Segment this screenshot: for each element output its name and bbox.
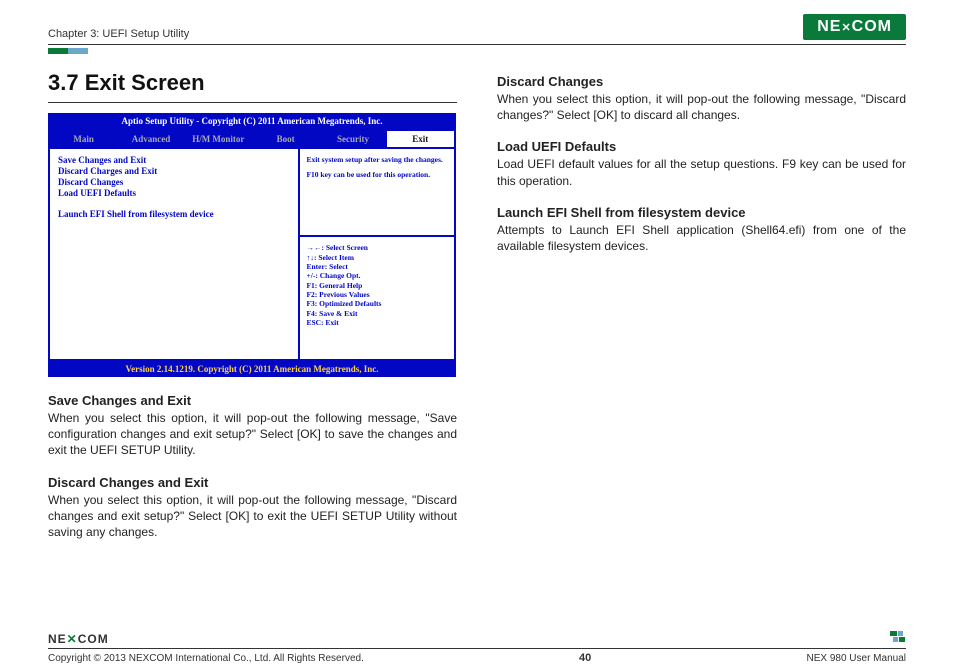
text-efi-shell: Attempts to Launch EFI Shell application…	[497, 222, 906, 254]
bios-tab-advanced[interactable]: Advanced	[117, 131, 184, 147]
bios-frame: Main Advanced H/M Monitor Boot Security …	[48, 129, 456, 361]
bios-tab-hm-monitor[interactable]: H/M Monitor	[185, 131, 252, 147]
bios-key-legend: →←: Select Screen ↑↓: Select Item Enter:…	[300, 237, 454, 359]
bios-menu-item-discard[interactable]: Discard Changes	[58, 177, 290, 187]
bios-tab-security[interactable]: Security	[319, 131, 386, 147]
bios-tabs: Main Advanced H/M Monitor Boot Security …	[50, 131, 454, 149]
subhead-discard: Discard Changes	[497, 74, 906, 89]
footer-rule	[48, 648, 906, 649]
footer-copyright: Copyright © 2013 NEXCOM International Co…	[48, 653, 364, 664]
text-discard: When you select this option, it will pop…	[497, 91, 906, 123]
legend-row: +/-: Change Opt.	[306, 271, 448, 280]
bios-help-line1: Exit system setup after saving the chang…	[306, 155, 448, 164]
bios-menu-item-save-exit[interactable]: Save Changes and Exit	[58, 155, 290, 165]
subhead-load-defaults: Load UEFI Defaults	[497, 139, 906, 154]
section-rule	[48, 102, 457, 103]
subhead-efi-shell: Launch EFI Shell from filesystem device	[497, 205, 906, 220]
text-save-exit: When you select this option, it will pop…	[48, 410, 457, 459]
subhead-save-exit: Save Changes and Exit	[48, 393, 457, 408]
footer-squares-icon	[890, 631, 906, 646]
page-body: 3.7 Exit Screen Aptio Setup Utility - Co…	[0, 54, 954, 540]
bios-title-bar: Aptio Setup Utility - Copyright (C) 2011…	[48, 113, 456, 129]
legend-row: F3: Optimized Defaults	[306, 299, 448, 308]
bios-tab-exit[interactable]: Exit	[387, 131, 454, 147]
left-column: 3.7 Exit Screen Aptio Setup Utility - Co…	[48, 68, 457, 540]
legend-row: F1: General Help	[306, 281, 448, 290]
bios-menu-item-load-defaults[interactable]: Load UEFI Defaults	[58, 188, 290, 198]
bios-menu-item-efi-shell[interactable]: Launch EFI Shell from filesystem device	[58, 209, 290, 219]
text-load-defaults: Load UEFI default values for all the set…	[497, 156, 906, 188]
footer-manual-name: NEX 980 User Manual	[806, 653, 906, 664]
legend-row: F4: Save & Exit	[306, 309, 448, 318]
page-header: Chapter 3: UEFI Setup Utility NE✕COM	[0, 0, 954, 40]
bios-help-text: Exit system setup after saving the chang…	[300, 149, 454, 237]
header-rule	[48, 44, 906, 45]
section-heading: 3.7 Exit Screen	[48, 70, 457, 96]
bios-screenshot: Aptio Setup Utility - Copyright (C) 2011…	[48, 113, 456, 377]
bios-help-line2: F10 key can be used for this operation.	[306, 170, 448, 179]
subhead-discard-exit: Discard Changes and Exit	[48, 475, 457, 490]
footer-logo: NE✕COM	[48, 632, 109, 646]
page-number: 40	[579, 652, 591, 664]
bios-menu: Save Changes and Exit Discard Charges an…	[50, 149, 300, 359]
legend-row: →←: Select Screen	[306, 243, 448, 252]
brand-logo: NE✕COM	[803, 14, 906, 40]
legend-row: F2: Previous Values	[306, 290, 448, 299]
legend-row: ESC: Exit	[306, 318, 448, 327]
bios-menu-item-discard-exit[interactable]: Discard Charges and Exit	[58, 166, 290, 176]
bios-tab-main[interactable]: Main	[50, 131, 117, 147]
legend-row: ↑↓: Select Item	[306, 253, 448, 262]
legend-row: Enter: Select	[306, 262, 448, 271]
text-discard-exit: When you select this option, it will pop…	[48, 492, 457, 541]
bios-help-pane: Exit system setup after saving the chang…	[300, 149, 454, 359]
chapter-title: Chapter 3: UEFI Setup Utility	[48, 28, 189, 40]
bios-tab-boot[interactable]: Boot	[252, 131, 319, 147]
page-footer: NE✕COM Copyright © 2013 NEXCOM Internati…	[0, 631, 954, 664]
bios-version-bar: Version 2.14.1219. Copyright (C) 2011 Am…	[48, 361, 456, 377]
right-column: Discard Changes When you select this opt…	[497, 68, 906, 540]
bios-body: Save Changes and Exit Discard Charges an…	[50, 149, 454, 359]
